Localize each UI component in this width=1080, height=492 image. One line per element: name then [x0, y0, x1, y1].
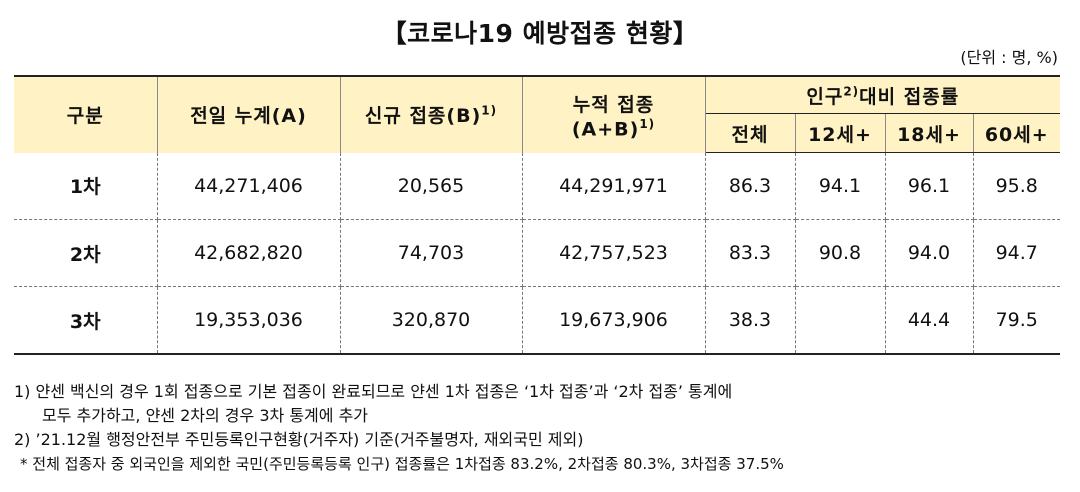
footnote-1-line2: 모두 추가하고, 얀센 2차의 경우 3차 통계에 추가: [42, 406, 369, 425]
header-ratio-12: 12세+: [794, 113, 886, 153]
cell-cumulative: 19,673,906: [521, 286, 706, 354]
header-new: 신규 접종(B)1): [339, 76, 523, 153]
table-row: 1차 44,271,406 20,565 44,291,971 86.3 94.…: [14, 152, 1061, 220]
cell-ratio-18: 44.4: [884, 286, 974, 354]
vaccination-status-table: 구분 전일 누계(A) 신규 접종(B)1) 누적 접종 (A+B)1) 인구2…: [14, 75, 1061, 355]
page-title: 【코로나19 예방접종 현황】: [381, 19, 699, 48]
header-cumulative-line2: (A+B): [571, 117, 640, 140]
cell-prev-total: 42,682,820: [156, 219, 341, 287]
cell-ratio-12: 90.8: [794, 219, 886, 287]
cell-new: 74,703: [339, 219, 523, 287]
cell-prev-total: 44,271,406: [156, 152, 341, 220]
footnote-2: 2) ’21.12월 행정안전부 주민등록인구현황(거주자) 기준(거주불명자,…: [14, 430, 584, 449]
cell-new: 20,565: [339, 152, 523, 220]
header-cumulative: 누적 접종 (A+B)1): [521, 76, 706, 153]
footnote-1-line1: 1) 얀센 백신의 경우 1회 접종으로 기본 접종이 완료되므로 얀센 1차 …: [14, 382, 733, 401]
header-category: 구분: [14, 76, 158, 153]
header-ratio-all: 전체: [704, 113, 796, 153]
header-ratio-tail: 대비 접종률: [859, 85, 960, 108]
cell-cumulative: 44,291,971: [521, 152, 706, 220]
cell-new: 320,870: [339, 286, 523, 354]
footnotes: 1) 얀센 백신의 경우 1회 접종으로 기본 접종이 완료되므로 얀센 1차 …: [14, 380, 784, 476]
cell-ratio-60: 95.8: [972, 152, 1061, 220]
unit-label: (단위 : 명, %): [960, 48, 1058, 67]
header-cumulative-line1: 누적 접종: [572, 93, 655, 116]
cell-ratio-all: 83.3: [704, 219, 796, 287]
cell-ratio-12: 94.1: [794, 152, 886, 220]
cell-ratio-18: 94.0: [884, 219, 974, 287]
cell-ratio-60: 79.5: [972, 286, 1061, 354]
header-ratio-18: 18세+: [884, 113, 974, 153]
row-label: 2차: [14, 219, 158, 287]
cell-cumulative: 42,757,523: [521, 219, 706, 287]
header-ratio-label: 인구: [806, 85, 844, 108]
row-label: 1차: [14, 152, 158, 220]
header-ratio-60: 60세+: [972, 113, 1061, 153]
cell-ratio-all: 86.3: [704, 152, 796, 220]
header-new-label: 신규 접종(B): [364, 105, 482, 128]
cell-ratio-18: 96.1: [884, 152, 974, 220]
cell-ratio-12: [794, 286, 886, 354]
footnote-ref-2: 2): [843, 84, 860, 99]
header-ratio-group: 인구2)대비 접종률: [704, 76, 1061, 114]
header-prev-total: 전일 누계(A): [156, 76, 341, 153]
footnote-star: * 전체 접종자 중 외국인을 제외한 국민(주민등록등록 인구) 접종률은 1…: [20, 455, 784, 473]
footnote-ref-1b: 1): [639, 116, 656, 131]
cell-ratio-60: 94.7: [972, 219, 1061, 287]
footnote-ref-1: 1): [481, 103, 498, 118]
header-cumulative-line2-wrap: (A+B)1): [523, 117, 705, 140]
table-row: 3차 19,353,036 320,870 19,673,906 38.3 44…: [14, 286, 1061, 354]
cell-ratio-all: 38.3: [704, 286, 796, 354]
table-row: 2차 42,682,820 74,703 42,757,523 83.3 90.…: [14, 219, 1061, 287]
cell-prev-total: 19,353,036: [156, 286, 341, 354]
row-label: 3차: [14, 286, 158, 354]
